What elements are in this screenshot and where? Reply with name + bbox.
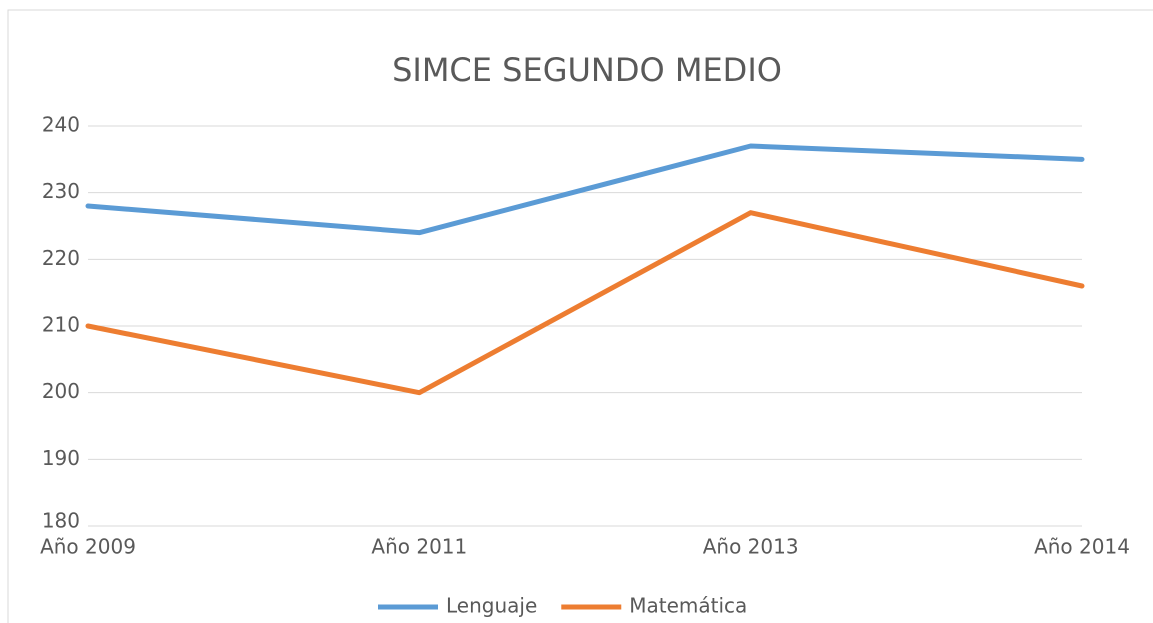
legend-label: Lenguaje [446, 594, 537, 618]
data-line [85, 210, 1085, 396]
data-line [85, 143, 1085, 236]
x-tick-label: Año 2014 [1034, 535, 1130, 559]
y-tick-label: 200 [42, 379, 80, 403]
y-tick-label: 240 [42, 113, 80, 137]
x-tick-label: Año 2013 [703, 535, 799, 559]
chart-title: SIMCE SEGUNDO MEDIO [392, 51, 782, 89]
legend-label: Matemática [629, 594, 747, 618]
y-tick-label: 210 [42, 313, 80, 337]
chart-border [7, 9, 1153, 623]
x-tick-label: Año 2011 [371, 535, 467, 559]
x-tick-label: Año 2009 [40, 535, 136, 559]
y-tick-label: 230 [42, 179, 80, 203]
y-tick-label: 220 [42, 246, 80, 270]
y-tick-label: 180 [42, 509, 80, 533]
y-tick-label: 190 [42, 446, 80, 470]
